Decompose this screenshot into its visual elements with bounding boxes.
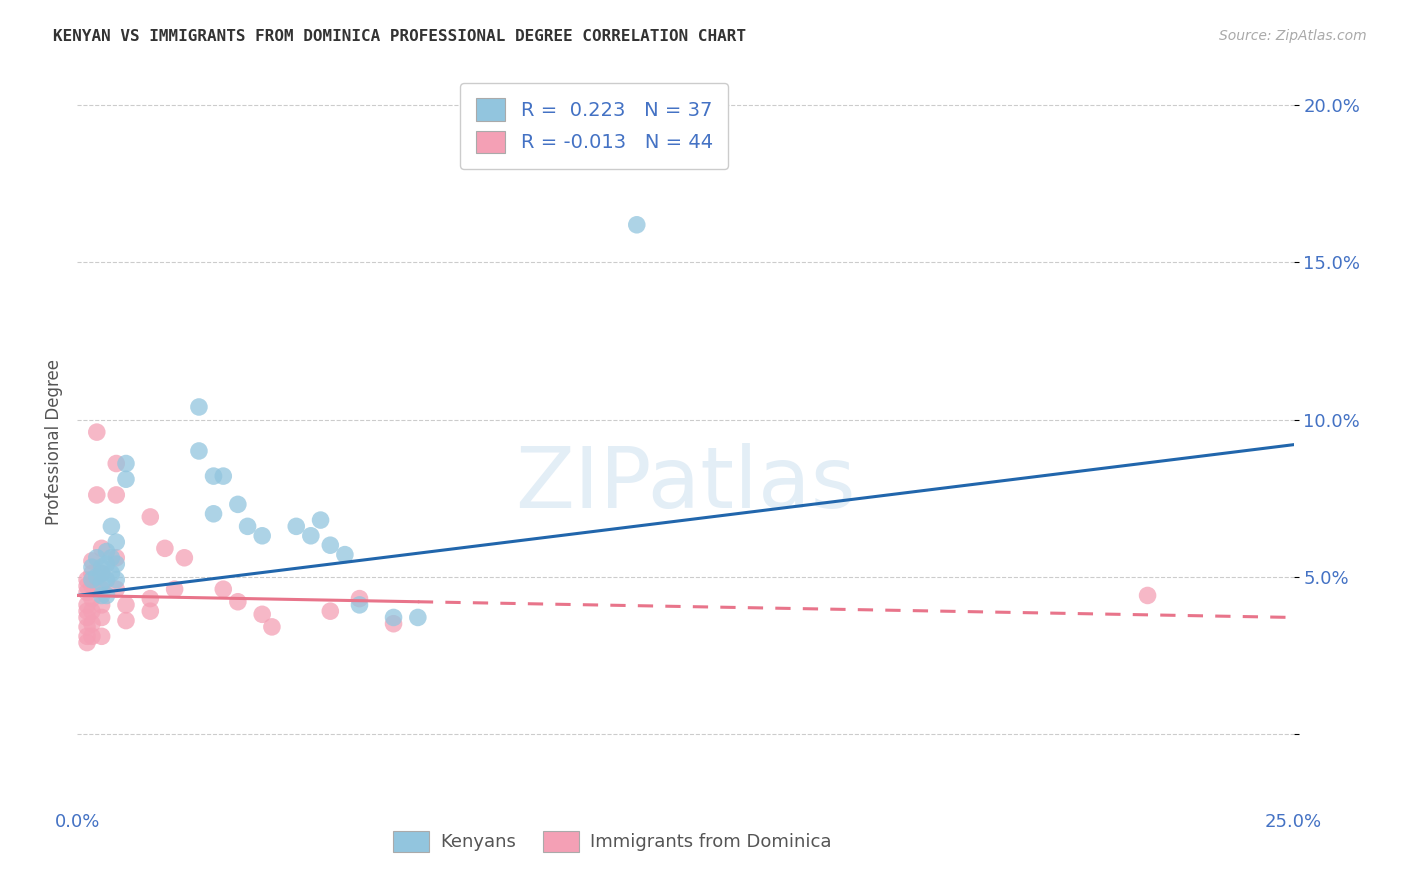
Point [76,629,98,643]
Point [76,635,98,649]
Point [153,541,176,556]
Point [90,566,112,581]
Point [212,582,235,597]
Point [1136,589,1159,603]
Point [319,604,342,618]
Point [90,582,112,597]
Point [382,616,405,631]
Point [285,519,308,533]
Point [250,529,273,543]
Point [349,591,371,606]
Point [100,550,122,565]
Point [76,604,98,618]
Point [105,488,128,502]
Point [76,610,98,624]
Point [105,582,128,597]
Point [333,548,356,562]
Point [80,591,103,606]
Point [139,591,162,606]
Point [96,589,118,603]
Point [309,513,332,527]
Point [236,519,259,533]
Point [139,604,162,618]
Point [250,607,273,622]
Point [406,610,429,624]
Point [80,629,103,643]
Legend: Kenyans, Immigrants from Dominica: Kenyans, Immigrants from Dominica [387,823,839,859]
Point [80,566,103,581]
Point [260,620,283,634]
Point [90,575,112,590]
Point [80,616,103,631]
Point [202,507,225,521]
Point [188,444,211,458]
Point [90,589,112,603]
Point [76,585,98,599]
Point [105,535,128,549]
Point [226,595,249,609]
Point [163,582,186,597]
Point [173,550,195,565]
Point [86,569,108,583]
Point [80,560,103,574]
Point [105,573,128,587]
Point [226,497,249,511]
Point [96,544,118,558]
Point [86,425,108,439]
Point [76,573,98,587]
Point [319,538,342,552]
Point [80,573,103,587]
Point [139,510,162,524]
Point [188,400,211,414]
Point [90,629,112,643]
Point [96,573,118,587]
Text: Source: ZipAtlas.com: Source: ZipAtlas.com [1219,29,1367,43]
Y-axis label: Professional Degree: Professional Degree [45,359,63,524]
Point [90,560,112,574]
Point [115,598,138,612]
Point [86,550,108,565]
Point [76,620,98,634]
Point [382,610,405,624]
Text: ZIPatlas: ZIPatlas [515,443,856,526]
Point [349,598,371,612]
Point [202,469,225,483]
Point [115,472,138,486]
Point [212,469,235,483]
Point [76,579,98,593]
Point [76,598,98,612]
Point [80,604,103,618]
Point [96,557,118,571]
Point [80,554,103,568]
Point [115,614,138,628]
Point [90,541,112,556]
Text: KENYAN VS IMMIGRANTS FROM DOMINICA PROFESSIONAL DEGREE CORRELATION CHART: KENYAN VS IMMIGRANTS FROM DOMINICA PROFE… [53,29,747,44]
Point [105,457,128,471]
Point [90,610,112,624]
Point [100,566,122,581]
Point [626,218,648,232]
Point [115,457,138,471]
Point [100,519,122,533]
Point [299,529,322,543]
Point [86,488,108,502]
Point [105,550,128,565]
Point [90,566,112,581]
Point [80,579,103,593]
Point [90,598,112,612]
Point [105,557,128,571]
